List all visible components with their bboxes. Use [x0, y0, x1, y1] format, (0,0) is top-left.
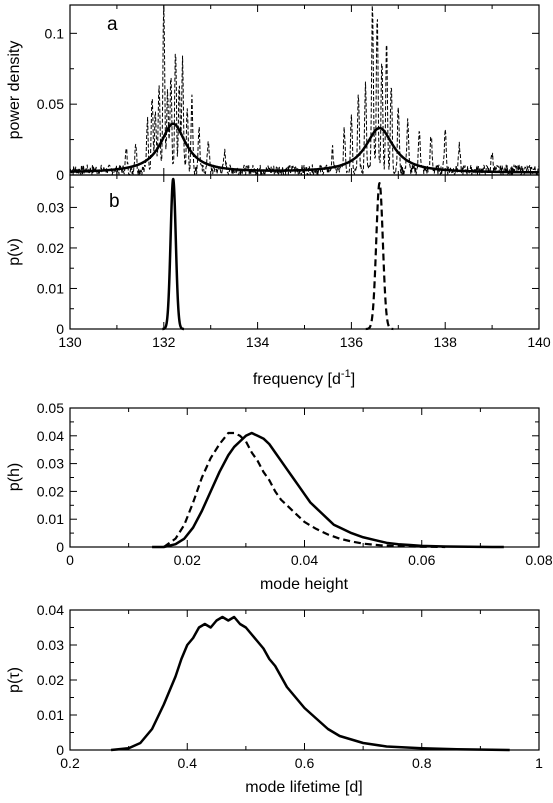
x-tick-label: 0.02 — [174, 552, 201, 568]
x-tick-label: 0.6 — [295, 755, 315, 771]
series-c-1 — [163, 431, 446, 549]
x-tick-label: 0.08 — [525, 552, 552, 568]
x-tick-label: 132 — [152, 334, 176, 350]
y-tick-label: 0.03 — [37, 637, 64, 653]
y-tick-label: 0.04 — [37, 602, 64, 618]
y-tick-label: 0 — [56, 167, 64, 183]
panel-b-xlabel-end: ] — [351, 371, 355, 388]
panel-d-ylabel: p(τ) — [6, 667, 23, 693]
panel-a: 0 0.05 0.1 a power density — [6, 4, 540, 183]
panel-c: 0 0.02 0.04 0.06 0.08 0 0.01 0.02 0.03 0.04 0.05 p… — [6, 400, 553, 593]
series-c-0 — [152, 431, 504, 549]
panel-b: 130 132 134 136 138 140 0 0.01 0.02 0.03 b p(ν) f… — [6, 174, 551, 388]
panel-b-xlabel-sup: -1 — [341, 368, 351, 380]
y-tick-label: 0.01 — [37, 280, 64, 296]
y-tick-label: 0.02 — [37, 240, 64, 256]
panel-b-letter: b — [109, 191, 120, 212]
y-tick-label: 0.03 — [37, 456, 64, 472]
panel-d: 0.2 0.4 0.6 0.8 1 0 0.01 0.02 0.03 0.04 p(τ) mode… — [6, 602, 543, 796]
y-tick-label: 0 — [56, 742, 64, 758]
y-tick-label: 0.01 — [37, 511, 64, 527]
x-tick-label: 0.2 — [60, 755, 80, 771]
panel-c-frame — [69, 407, 540, 548]
panel-c-xlabel: mode height — [260, 576, 349, 593]
x-tick-label: 138 — [434, 334, 458, 350]
y-tick-label: 0.02 — [37, 672, 64, 688]
y-tick-label: 0.05 — [37, 400, 64, 416]
y-tick-label: 0.01 — [37, 707, 64, 723]
x-tick-label: 0.06 — [408, 552, 435, 568]
x-tick-label: 136 — [340, 334, 364, 350]
panel-c-ylabel: p(h) — [6, 463, 23, 491]
panel-a-ylabel: power density — [6, 41, 23, 140]
panel-d-xlabel: mode lifetime [d] — [245, 779, 362, 796]
series-a-0 — [69, 4, 540, 176]
series-a-1 — [69, 122, 540, 174]
panel-b-ylabel: p(ν) — [6, 238, 23, 266]
y-tick-label: 0.02 — [37, 483, 64, 499]
x-tick-label: 1 — [535, 755, 543, 771]
x-tick-label: 140 — [527, 334, 551, 350]
panel-a-frame — [69, 4, 540, 176]
y-tick-label: 0.03 — [37, 199, 64, 215]
panel-b-xlabel-main: frequency [d — [253, 371, 341, 388]
y-tick-label: 0 — [56, 321, 64, 337]
panel-a-letter: a — [107, 14, 118, 35]
y-tick-label: 0.04 — [37, 428, 64, 444]
x-tick-label: 0.4 — [178, 755, 198, 771]
series-b-0 — [161, 177, 186, 331]
panel-b-frame — [69, 174, 540, 330]
y-tick-label: 0 — [56, 539, 64, 555]
panel-b-ticks: 130 132 134 136 138 140 0 0.01 0.02 0.03 — [37, 175, 551, 350]
x-tick-label: 134 — [246, 334, 270, 350]
x-tick-label: 130 — [58, 334, 82, 350]
x-tick-label: 0.8 — [412, 755, 432, 771]
series-b-1 — [364, 182, 395, 331]
y-tick-label: 0.1 — [45, 25, 65, 41]
panel-b-plot — [161, 177, 395, 331]
y-tick-label: 0.05 — [37, 96, 64, 112]
panel-b-xlabel: frequency [d-1] — [253, 368, 355, 388]
panel-c-plot — [152, 431, 504, 549]
x-tick-label: 0 — [66, 552, 74, 568]
panel-d-plot — [110, 615, 510, 752]
panel-d-frame — [69, 609, 540, 751]
series-d-0 — [110, 615, 510, 752]
panel-a-plot — [69, 4, 540, 176]
panel-d-ticks: 0.2 0.4 0.6 0.8 1 0 0.01 0.02 0.03 0.04 — [37, 602, 543, 771]
panel-c-ticks: 0 0.02 0.04 0.06 0.08 0 0.01 0.02 0.03 0.04 0.05 — [37, 400, 553, 568]
x-tick-label: 0.04 — [291, 552, 318, 568]
